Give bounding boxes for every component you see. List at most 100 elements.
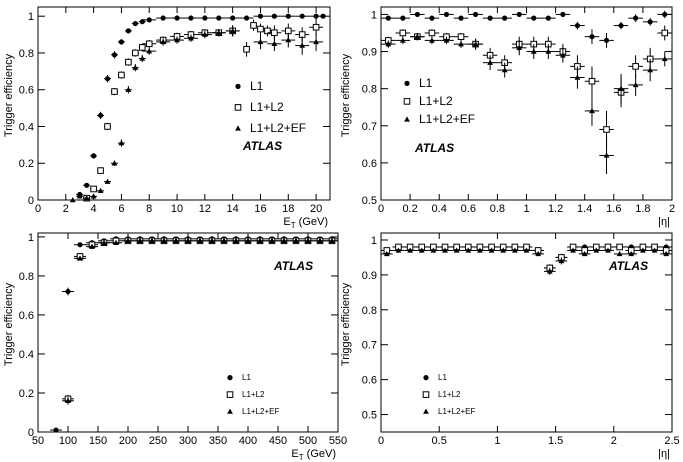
- y-tick-label: 0.7: [362, 340, 377, 352]
- legend-label: L1+L2: [250, 100, 284, 114]
- data-point: [458, 15, 464, 21]
- data-point: [97, 112, 104, 119]
- data-point: [530, 48, 537, 54]
- data-point: [663, 250, 670, 257]
- legend-marker: [227, 375, 233, 381]
- data-point: [264, 27, 271, 35]
- data-point: [535, 250, 542, 257]
- legend-label: L1+L2: [419, 94, 453, 108]
- data-point: [414, 11, 420, 18]
- x-tick-label: 16: [254, 203, 266, 215]
- y-axis-label: Trigger efficiency: [340, 53, 352, 137]
- series-circle: [381, 10, 672, 48]
- data-point: [125, 58, 132, 66]
- data-point: [160, 15, 166, 21]
- data-point: [69, 197, 76, 203]
- data-point: [132, 49, 139, 57]
- data-point: [487, 15, 493, 21]
- x-tick-label: 6: [118, 203, 124, 215]
- data-point: [605, 247, 611, 253]
- data-point: [407, 247, 413, 253]
- data-point: [90, 185, 97, 193]
- legend-marker: [235, 125, 241, 131]
- data-point: [65, 288, 71, 295]
- data-point: [90, 193, 97, 199]
- atlas-label: ATLAS: [414, 141, 454, 155]
- x-tick-label: 0: [378, 203, 384, 215]
- data-point: [395, 247, 402, 253]
- data-point: [125, 28, 131, 34]
- y-tick-label: 1: [371, 235, 377, 247]
- data-point: [472, 11, 479, 18]
- data-point: [201, 31, 208, 37]
- data-point: [257, 237, 263, 244]
- data-point: [574, 74, 581, 80]
- x-tick-label: 550: [329, 435, 347, 447]
- data-point: [188, 15, 194, 21]
- y-tick-label: 0.8: [19, 48, 34, 60]
- panel-et-low: 0 2 4 6 8 10 12 14 16 18 20 0 0.2 0.4 0.6 0.8 1 Trigger e…: [3, 6, 331, 230]
- legend-marker: [226, 391, 234, 398]
- x-tick-label: 20: [310, 203, 322, 215]
- data-point: [97, 187, 104, 194]
- data-point: [299, 42, 306, 48]
- y-tick-label: 0.6: [19, 310, 34, 322]
- x-tick-label: 1: [494, 435, 500, 447]
- data-point: [104, 178, 111, 184]
- data-point: [257, 38, 264, 45]
- legend-label: L1+L2+EF: [242, 407, 279, 416]
- data-point: [285, 37, 292, 43]
- data-point: [137, 237, 143, 244]
- data-point: [313, 38, 319, 45]
- data-point: [271, 29, 278, 37]
- data-point: [257, 25, 264, 33]
- data-point: [83, 195, 90, 201]
- data-point: [523, 247, 530, 253]
- data-point: [293, 237, 299, 244]
- x-tick-label: 1.5: [548, 435, 563, 447]
- legend-marker: [234, 104, 242, 111]
- data-point: [516, 44, 523, 51]
- data-point: [139, 55, 146, 61]
- data-point: [97, 167, 104, 174]
- data-point: [472, 41, 479, 47]
- data-point: [662, 11, 668, 18]
- data-point: [53, 427, 59, 433]
- data-point: [477, 247, 483, 253]
- atlas-label: ATLAS: [273, 259, 313, 273]
- legend-marker: [422, 391, 430, 398]
- y-tick-label: 0.8: [362, 84, 377, 96]
- data-point: [146, 17, 152, 23]
- y-axis-label: Trigger efficiency: [340, 282, 352, 366]
- x-tick-label: 0: [378, 435, 384, 447]
- data-point: [428, 29, 436, 37]
- x-tick-label: 0: [35, 203, 41, 215]
- y-tick-label: 0.9: [362, 270, 377, 282]
- legend-marker: [404, 116, 410, 122]
- data-point: [329, 237, 335, 244]
- data-point: [531, 15, 537, 21]
- plot-frame: [37, 6, 331, 201]
- data-point: [618, 85, 624, 91]
- x-tick-label: 10: [171, 203, 183, 215]
- series-triangle: [62, 237, 338, 405]
- data-point: [399, 29, 407, 37]
- series-triangle: [381, 247, 672, 275]
- y-tick-label: 0: [28, 195, 34, 207]
- data-point: [430, 247, 437, 253]
- y-tick-label: 1: [371, 9, 377, 21]
- data-point: [640, 247, 646, 253]
- data-point: [132, 20, 138, 27]
- y-tick-label: 0.7: [362, 121, 377, 133]
- data-point: [487, 59, 494, 65]
- x-tick-label: 0.8: [490, 203, 505, 215]
- data-point: [593, 247, 600, 253]
- data-point: [146, 48, 153, 54]
- data-point: [320, 13, 326, 19]
- y-tick-label: 0.9: [362, 47, 377, 59]
- data-point: [173, 237, 179, 244]
- data-point: [174, 15, 180, 21]
- data-point: [243, 45, 250, 53]
- data-point: [516, 11, 522, 18]
- data-point: [558, 257, 565, 264]
